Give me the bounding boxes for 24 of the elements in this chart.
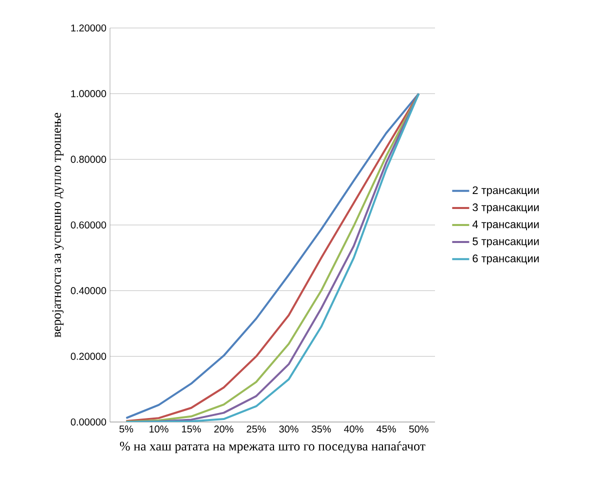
legend-label: 6 трансакции xyxy=(472,254,539,264)
x-tick-label: 15% xyxy=(182,426,201,433)
legend-label: 5 трансакции xyxy=(472,238,539,248)
y-tick-label: 0.00000 xyxy=(70,418,106,426)
x-tick-label: 35% xyxy=(312,426,331,433)
x-tick-label: 10% xyxy=(150,426,168,433)
y-tick-label: 0.20000 xyxy=(70,352,106,360)
y-axis-title: веројатноста за успешно дупло трошење xyxy=(52,112,64,338)
legend-label: 4 трансакции xyxy=(472,220,539,230)
legend-label: 3 трансакции xyxy=(472,203,539,214)
x-tick-label: 40% xyxy=(344,426,364,433)
x-tick-label: 50% xyxy=(409,426,428,433)
y-tick-label: 0.60000 xyxy=(70,221,106,229)
x-tick-label: 45% xyxy=(376,426,396,433)
y-tick-label: 0.80000 xyxy=(70,156,106,163)
y-tick-label: 1.20000 xyxy=(71,24,106,32)
x-tick-label: 5% xyxy=(119,426,134,433)
x-tick-label: 20% xyxy=(214,426,234,433)
x-tick-label: 25% xyxy=(246,426,266,433)
x-tick-label: 30% xyxy=(279,426,298,433)
y-tick-label: 1.00000 xyxy=(71,90,106,98)
legend-label: 2 трансакции xyxy=(472,186,539,196)
y-tick-label: 0.40000 xyxy=(70,287,106,294)
x-axis-title: % на хаш ратата на мрежата што го поседува напаѓачот xyxy=(120,441,426,454)
